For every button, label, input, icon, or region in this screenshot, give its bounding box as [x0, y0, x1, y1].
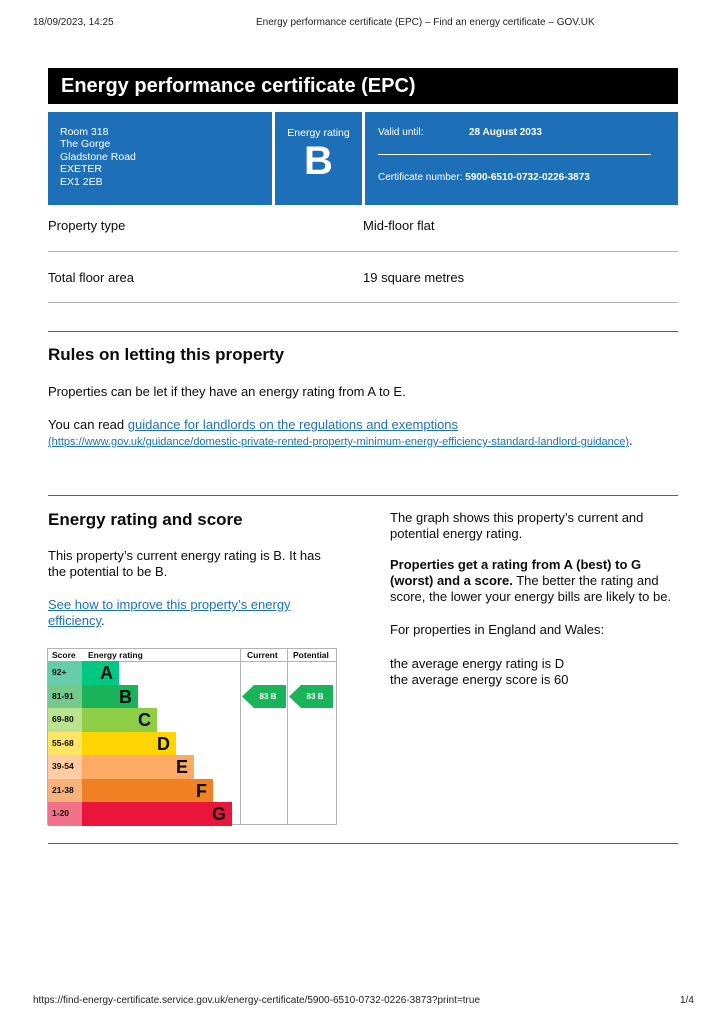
band-bar: F [82, 778, 213, 802]
address-line: EXETER [60, 163, 103, 176]
band-bar: C [82, 708, 157, 732]
address-block: Room 318 The Gorge Gladstone Road EXETER… [48, 112, 272, 205]
energy-score-heading: Energy rating and score [48, 510, 243, 529]
current-rating-text: This property’s current energy rating is… [48, 548, 321, 579]
guidance-suffix: . [629, 433, 633, 448]
certificate-number-label: Certificate number: [378, 172, 463, 183]
average-score: the average energy score is 60 [390, 672, 569, 687]
section-divider [48, 843, 678, 844]
print-page-number: 1/4 [680, 995, 694, 1006]
band-score-range: 1-20 [48, 802, 82, 826]
band-score-range: 21-38 [48, 778, 82, 802]
detail-row-floor-area: Total floor area 19 square metres [48, 270, 678, 303]
band-score-range: 39-54 [48, 755, 82, 779]
detail-row-property-type: Property type Mid-floor flat [48, 218, 678, 252]
valid-until-label: Valid until: [378, 127, 424, 138]
potential-rating-arrow: 83 B [289, 685, 333, 708]
valid-until-date: 28 August 2033 [469, 127, 542, 138]
detail-value: Mid-floor flat [363, 218, 435, 233]
region-text: For properties in England and Wales: [390, 622, 605, 637]
guidance-prefix: You can read [48, 417, 128, 432]
guidance-url-link[interactable]: (https://www.gov.uk/guidance/domestic-pr… [48, 436, 630, 448]
address-line: Room 318 [60, 126, 109, 138]
band-bar: G [82, 802, 232, 826]
improve-suffix: . [101, 613, 105, 628]
print-datetime: 18/09/2023, 14:25 [33, 17, 114, 28]
section-divider [48, 331, 678, 332]
energy-rating-label: Energy rating [287, 127, 350, 139]
energy-rating-block: Energy rating B [275, 112, 362, 205]
rating-explainer-bold: Properties get a rating from A (best) to… [390, 557, 642, 588]
band-score-range: 92+ [48, 661, 82, 685]
improve-paragraph: See how to improve this property’s energ… [48, 597, 338, 629]
page-title: Energy performance certificate (EPC) [48, 68, 678, 104]
print-url: https://find-energy-certificate.service.… [33, 995, 481, 1006]
band-bar: E [82, 755, 194, 779]
certificate-number: 5900-6510-0732-0226-3873 [465, 172, 590, 183]
band-score-range: 55-68 [48, 731, 82, 755]
header-potential: Potential [293, 650, 329, 660]
band-bar: B [82, 684, 138, 708]
energy-rating-chart: Score Energy rating Current Potential 92… [47, 648, 337, 826]
rating-explainer-rest: The better the rating and score, the low… [390, 573, 672, 604]
detail-value: 19 square metres [363, 270, 465, 285]
letting-guidance: You can read guidance for landlords on t… [48, 417, 678, 450]
header-current: Current [247, 650, 278, 660]
guidance-link[interactable]: guidance for landlords on the regulation… [127, 417, 459, 432]
improve-link[interactable]: See how to improve this property’s energ… [48, 597, 291, 628]
detail-label: Property type [48, 218, 126, 233]
detail-label: Total floor area [48, 270, 134, 285]
current-rating-arrow: 83 B [242, 685, 286, 708]
section-divider [48, 495, 678, 496]
band-bar: D [82, 731, 176, 755]
validity-block: Valid until: 28 August 2033 Certificate n… [365, 112, 678, 205]
header-energy-rating: Energy rating [88, 650, 143, 660]
letting-text: Properties can be let if they have an en… [48, 384, 406, 399]
print-page-title: Energy performance certificate (EPC) – F… [256, 17, 595, 28]
address-line: EX1 2EB [60, 175, 103, 188]
rating-explainer: Properties get a rating from A (best) to… [390, 557, 685, 605]
address-line: Gladstone Road [60, 150, 136, 163]
graph-explainer: The graph shows this property’s current … [390, 510, 644, 541]
band-score-range: 81-91 [48, 684, 82, 708]
energy-rating-letter: B [304, 139, 333, 183]
letting-heading: Rules on letting this property [48, 345, 285, 364]
band-bar: A [82, 661, 119, 685]
address-line: The Gorge [60, 138, 111, 151]
header-score: Score [52, 650, 76, 660]
band-score-range: 69-80 [48, 708, 82, 732]
average-rating: the average energy rating is D [390, 656, 565, 671]
